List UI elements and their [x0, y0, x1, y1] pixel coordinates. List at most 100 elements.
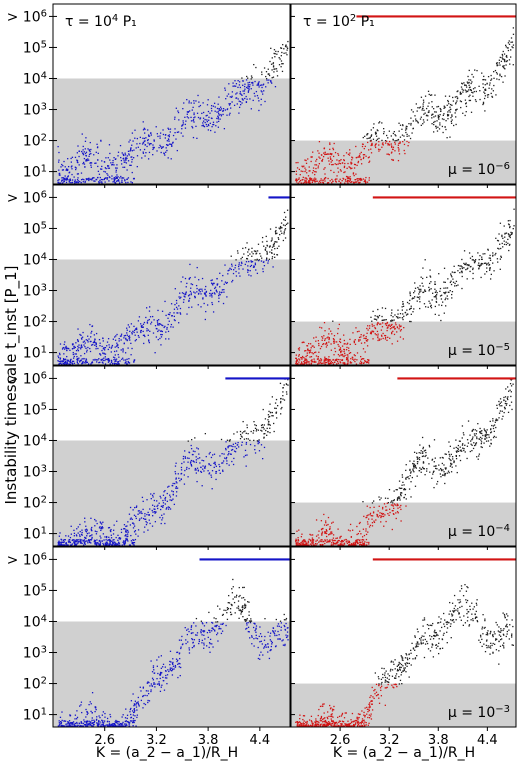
data-point: [341, 359, 343, 361]
data-point: [371, 142, 373, 145]
data-point: [212, 123, 214, 126]
data-point: [222, 302, 225, 305]
data-point: [455, 457, 458, 460]
data-point: [132, 539, 134, 541]
data-point: [271, 249, 273, 251]
data-point: [97, 347, 99, 350]
data-point: [81, 531, 83, 534]
data-point: [322, 155, 325, 158]
data-point: [276, 53, 278, 55]
data-point: [230, 445, 233, 447]
data-point: [480, 439, 482, 441]
data-point: [222, 107, 225, 110]
data-point: [496, 419, 499, 421]
data-point: [313, 337, 315, 339]
data-point: [407, 476, 409, 478]
data-point: [106, 543, 108, 545]
data-point: [122, 153, 124, 156]
data-point: [319, 326, 321, 329]
data-point: [171, 668, 174, 671]
data-point: [98, 544, 100, 546]
data-point: [57, 161, 60, 163]
data-point: [445, 291, 447, 293]
data-point: [318, 530, 320, 532]
data-point: [271, 69, 273, 71]
data-point: [124, 542, 126, 545]
data-point: [274, 86, 277, 88]
data-point: [262, 408, 264, 411]
data-point: [180, 647, 182, 650]
data-point: [302, 182, 304, 184]
data-point: [96, 146, 99, 149]
data-point: [101, 165, 103, 168]
data-point: [226, 95, 228, 97]
data-point: [489, 269, 491, 271]
data-point: [403, 497, 405, 499]
data-point: [392, 326, 394, 328]
data-point: [209, 295, 211, 297]
data-point: [274, 630, 276, 632]
data-point: [157, 330, 159, 333]
data-point: [191, 438, 193, 441]
data-point: [190, 102, 192, 104]
data-point: [181, 292, 184, 294]
data-point: [468, 252, 471, 254]
data-point: [433, 470, 435, 473]
data-point: [85, 347, 87, 349]
data-point: [142, 323, 145, 325]
data-point: [80, 337, 83, 339]
data-point: [505, 404, 508, 406]
data-point: [192, 106, 194, 109]
data-point: [295, 162, 297, 164]
data-point: [330, 544, 333, 546]
data-point: [128, 544, 131, 546]
data-point: [298, 349, 300, 351]
data-point: [249, 270, 251, 272]
data-point: [436, 292, 438, 294]
data-point: [437, 116, 440, 118]
data-point: [458, 440, 461, 442]
data-point: [361, 544, 363, 546]
data-point: [183, 295, 185, 297]
data-point: [305, 162, 308, 165]
data-point: [58, 174, 61, 176]
data-point: [479, 254, 481, 257]
data-point: [86, 361, 89, 364]
data-point: [391, 320, 394, 322]
data-point: [228, 464, 230, 466]
data-point: [114, 544, 116, 546]
data-point: [327, 361, 329, 363]
data-point: [97, 359, 99, 361]
data-point: [327, 153, 329, 155]
data-point: [203, 630, 206, 632]
data-point: [93, 539, 96, 541]
data-point: [336, 159, 338, 161]
data-point: [348, 177, 350, 179]
data-point: [153, 499, 156, 502]
data-point: [125, 535, 127, 537]
data-point: [194, 467, 197, 470]
data-point: [133, 331, 135, 334]
data-point: [175, 477, 177, 479]
data-point: [462, 443, 464, 445]
data-point: [366, 541, 368, 544]
data-point: [354, 544, 356, 546]
data-point: [110, 528, 112, 531]
data-point: [175, 487, 177, 489]
data-point: [112, 356, 115, 358]
data-point: [474, 434, 476, 437]
data-point: [391, 332, 393, 335]
data-point: [399, 492, 402, 494]
data-point: [246, 75, 248, 78]
data-point: [499, 258, 502, 260]
data-point: [167, 313, 170, 315]
data-point: [243, 85, 246, 88]
data-point: [296, 363, 299, 365]
data-point: [244, 263, 246, 266]
data-point: [182, 458, 185, 460]
data-point: [109, 542, 111, 544]
data-point: [280, 47, 282, 49]
data-point: [224, 109, 227, 111]
data-point: [356, 331, 359, 333]
data-point: [99, 535, 101, 537]
